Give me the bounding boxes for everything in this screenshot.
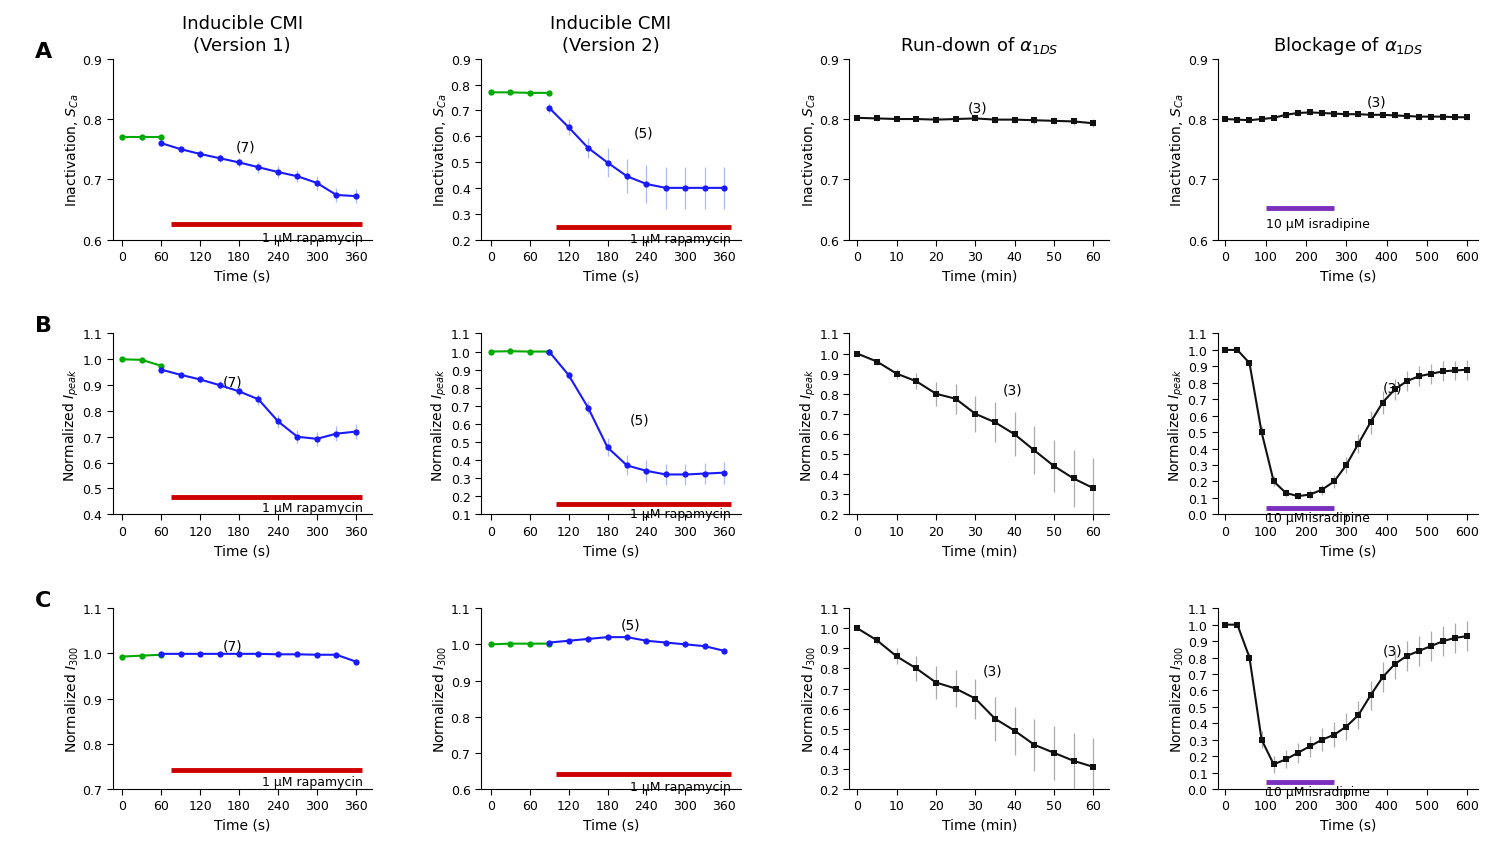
X-axis label: Time (s): Time (s) <box>1320 543 1376 558</box>
Y-axis label: Normalized $I_{peak}$: Normalized $I_{peak}$ <box>1167 368 1186 481</box>
X-axis label: Time (min): Time (min) <box>942 543 1017 558</box>
Text: 1 μM rapamycin: 1 μM rapamycin <box>630 780 730 793</box>
Title: Run-down of $\alpha_{1DS}$: Run-down of $\alpha_{1DS}$ <box>900 36 1059 56</box>
Text: (5): (5) <box>621 618 640 631</box>
Text: (7): (7) <box>224 375 243 389</box>
Text: B: B <box>34 316 51 336</box>
Y-axis label: Inactivation, $S_{Ca}$: Inactivation, $S_{Ca}$ <box>801 93 818 206</box>
Text: 1 μM rapamycin: 1 μM rapamycin <box>630 233 730 246</box>
Text: 1 μM rapamycin: 1 μM rapamycin <box>261 232 363 245</box>
X-axis label: Time (s): Time (s) <box>1320 270 1376 283</box>
X-axis label: Time (s): Time (s) <box>214 543 270 558</box>
Y-axis label: Inactivation, $S_{Ca}$: Inactivation, $S_{Ca}$ <box>432 93 448 206</box>
X-axis label: Time (s): Time (s) <box>582 543 639 558</box>
Y-axis label: Normalized $I_{peak}$: Normalized $I_{peak}$ <box>430 368 448 481</box>
X-axis label: Time (s): Time (s) <box>1320 818 1376 832</box>
Text: 1 μM rapamycin: 1 μM rapamycin <box>261 775 363 788</box>
Text: 1 μM rapamycin: 1 μM rapamycin <box>261 501 363 514</box>
Y-axis label: Normalized $I_{peak}$: Normalized $I_{peak}$ <box>62 368 81 481</box>
Text: (3): (3) <box>1366 95 1386 109</box>
X-axis label: Time (s): Time (s) <box>214 818 270 832</box>
Y-axis label: Inactivation, $S_{Ca}$: Inactivation, $S_{Ca}$ <box>63 93 81 206</box>
Text: (3): (3) <box>982 664 1004 677</box>
Y-axis label: Normalized $I_{300}$: Normalized $I_{300}$ <box>432 645 448 752</box>
Y-axis label: Normalized $I_{300}$: Normalized $I_{300}$ <box>1168 645 1186 752</box>
Text: 10 μM isradipine: 10 μM isradipine <box>1266 218 1370 231</box>
Text: C: C <box>34 590 51 611</box>
Text: A: A <box>34 42 53 61</box>
Text: (3): (3) <box>1004 383 1023 397</box>
Text: (3): (3) <box>1383 380 1402 395</box>
Title: Blockage of $\alpha_{1DS}$: Blockage of $\alpha_{1DS}$ <box>1272 36 1424 57</box>
Text: 10 μM isradipine: 10 μM isradipine <box>1266 786 1370 798</box>
X-axis label: Time (s): Time (s) <box>214 270 270 283</box>
Text: 1 μM rapamycin: 1 μM rapamycin <box>630 508 730 520</box>
X-axis label: Time (s): Time (s) <box>582 270 639 283</box>
Title: Inducible CMI
(Version 2): Inducible CMI (Version 2) <box>550 15 672 55</box>
Text: (5): (5) <box>630 414 650 427</box>
Text: (7): (7) <box>236 140 255 154</box>
Text: (3): (3) <box>1383 643 1402 658</box>
Y-axis label: Normalized $I_{300}$: Normalized $I_{300}$ <box>801 645 818 752</box>
X-axis label: Time (s): Time (s) <box>582 818 639 832</box>
Text: (3): (3) <box>968 101 987 115</box>
Y-axis label: Normalized $I_{peak}$: Normalized $I_{peak}$ <box>798 368 818 481</box>
Title: Inducible CMI
(Version 1): Inducible CMI (Version 1) <box>182 15 303 55</box>
Y-axis label: Normalized $I_{300}$: Normalized $I_{300}$ <box>63 645 81 752</box>
Text: 10 μM isradipine: 10 μM isradipine <box>1266 511 1370 524</box>
Y-axis label: Inactivation, $S_{Ca}$: Inactivation, $S_{Ca}$ <box>1168 93 1186 206</box>
Text: (7): (7) <box>224 639 243 653</box>
X-axis label: Time (min): Time (min) <box>942 818 1017 832</box>
Text: (5): (5) <box>633 126 652 140</box>
X-axis label: Time (min): Time (min) <box>942 270 1017 283</box>
